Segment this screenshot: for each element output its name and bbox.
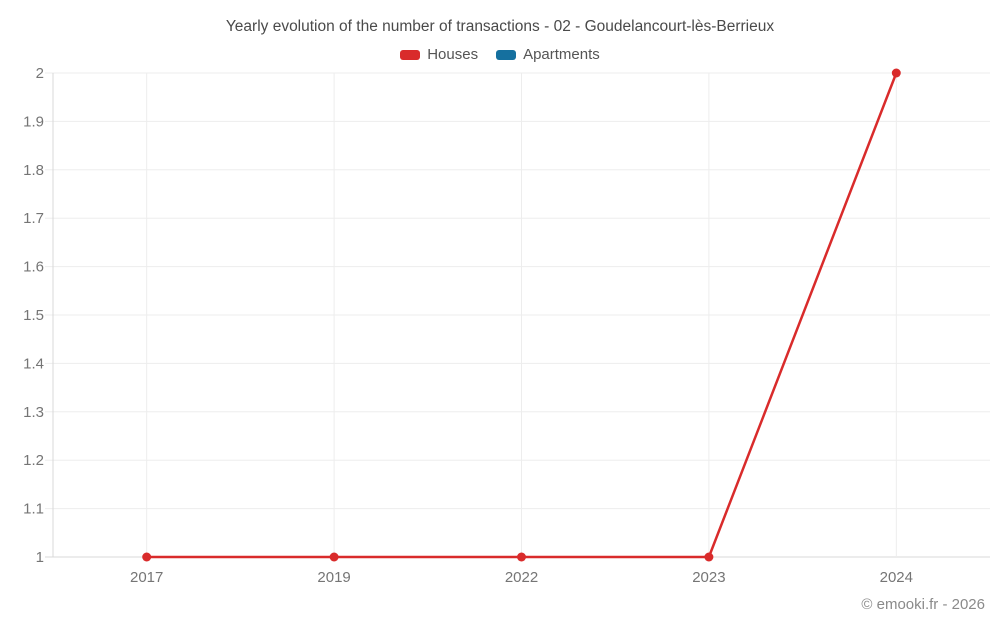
credit-text: © emooki.fr - 2026 bbox=[861, 596, 985, 613]
x-tick-label: 2022 bbox=[505, 569, 538, 586]
houses-swatch-icon bbox=[400, 49, 421, 60]
y-tick-label: 1.1 bbox=[23, 501, 44, 518]
chart-title: Yearly evolution of the number of transa… bbox=[225, 18, 775, 35]
y-tick-label: 1 bbox=[36, 549, 44, 566]
x-tick-label: 2024 bbox=[880, 569, 913, 586]
legend-label-apartments: Apartments bbox=[523, 46, 600, 63]
legend-label-houses: Houses bbox=[427, 46, 479, 63]
legend-item-apartments[interactable]: Apartments bbox=[496, 46, 600, 63]
houses-point[interactable] bbox=[891, 68, 901, 78]
legend-item-houses[interactable]: Houses bbox=[400, 46, 478, 63]
chart-legend: Houses Apartments bbox=[0, 46, 1000, 63]
apartments-swatch-icon bbox=[496, 49, 517, 60]
y-tick-label: 1.7 bbox=[23, 210, 44, 227]
houses-point[interactable] bbox=[329, 552, 339, 562]
x-tick-label: 2017 bbox=[130, 569, 163, 586]
y-tick-label: 1.9 bbox=[23, 113, 44, 130]
houses-point[interactable] bbox=[704, 552, 714, 562]
y-tick-label: 1.8 bbox=[23, 162, 44, 179]
x-tick-label: 2019 bbox=[317, 569, 350, 586]
y-tick-label: 1.2 bbox=[23, 452, 44, 469]
houses-point[interactable] bbox=[517, 552, 526, 562]
houses-point[interactable] bbox=[142, 552, 152, 562]
y-tick-label: 2 bbox=[36, 65, 44, 82]
y-tick-label: 1.6 bbox=[23, 259, 44, 276]
x-tick-label: 2023 bbox=[692, 569, 725, 586]
y-tick-label: 1.4 bbox=[23, 355, 44, 372]
y-tick-label: 1.3 bbox=[23, 404, 44, 421]
y-tick-label: 1.5 bbox=[23, 307, 44, 324]
